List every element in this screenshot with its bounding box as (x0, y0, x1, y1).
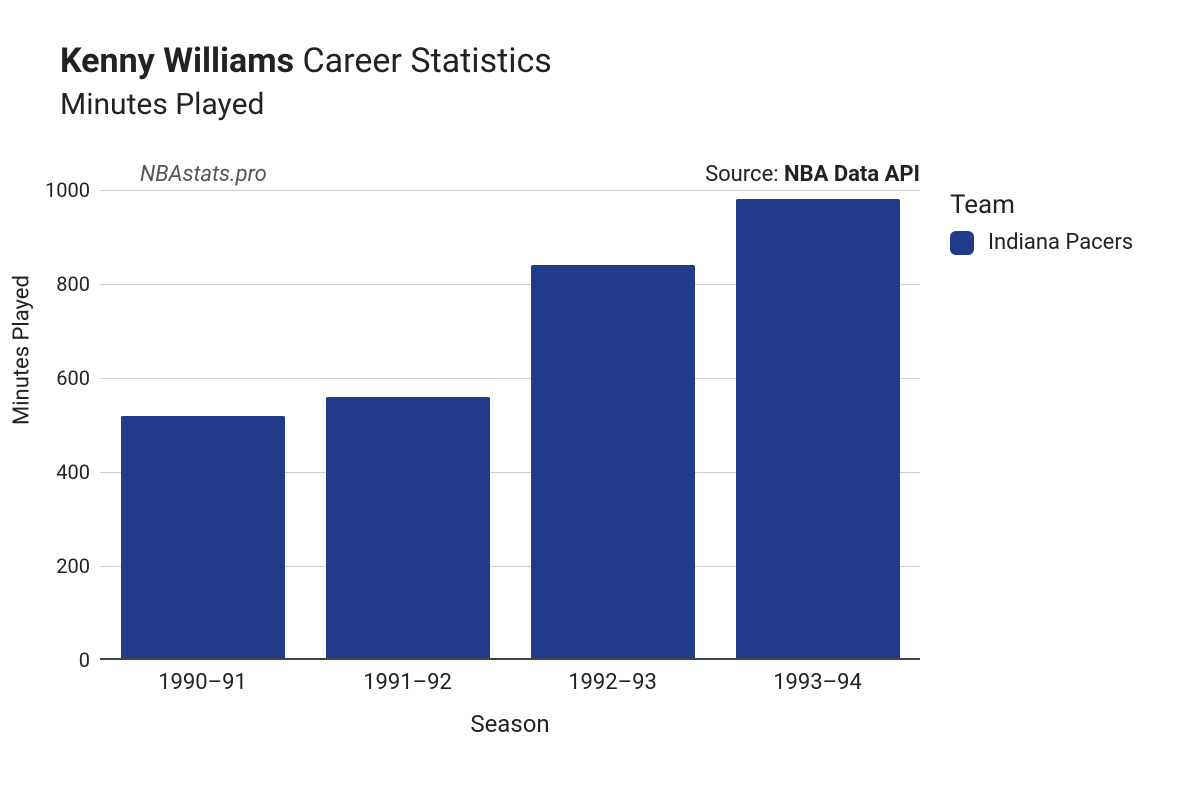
bar (736, 199, 900, 660)
source-value: NBA Data API (784, 162, 920, 187)
title-bold: Kenny Williams (60, 41, 294, 81)
legend-item: Indiana Pacers (950, 230, 1133, 255)
x-tick-label: 1993–94 (773, 670, 862, 695)
y-tick-label: 800 (30, 272, 90, 296)
legend-title: Team (950, 190, 1133, 220)
gridline (100, 190, 920, 191)
chart-title: Kenny Williams Career Statistics (60, 40, 552, 83)
chart-subtitle: Minutes Played (60, 87, 552, 122)
title-block: Kenny Williams Career Statistics Minutes… (60, 40, 552, 122)
legend: Team Indiana Pacers (950, 190, 1133, 255)
x-axis-baseline (100, 658, 920, 660)
bar (326, 397, 490, 660)
source-attribution: Source: NBA Data API (705, 162, 920, 187)
y-tick-label: 200 (30, 554, 90, 578)
bar (531, 265, 695, 660)
y-tick-label: 0 (30, 648, 90, 672)
chart-container: Kenny Williams Career Statistics Minutes… (0, 0, 1200, 800)
x-tick-label: 1991–92 (363, 670, 452, 695)
x-axis-title: Season (470, 710, 549, 738)
legend-swatch (950, 231, 974, 255)
x-tick-label: 1992–93 (568, 670, 657, 695)
bar (121, 416, 285, 660)
title-rest: Career Statistics (303, 41, 552, 81)
source-prefix: Source: (705, 162, 784, 187)
watermark-text: NBAstats.pro (140, 162, 267, 187)
y-axis-title: Minutes Played (10, 275, 35, 425)
legend-label: Indiana Pacers (988, 230, 1133, 255)
y-tick-label: 400 (30, 460, 90, 484)
y-tick-label: 600 (30, 366, 90, 390)
plot-area: NBAstats.pro Source: NBA Data API 020040… (100, 190, 920, 660)
x-tick-label: 1990–91 (158, 670, 247, 695)
y-tick-label: 1000 (30, 178, 90, 202)
